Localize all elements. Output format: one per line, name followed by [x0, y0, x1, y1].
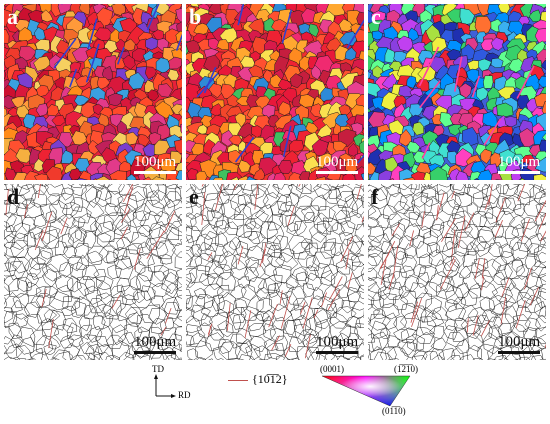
ipf-color-key: (0001) (1̅2̅1̅0) (01̅1̅0): [318, 362, 418, 418]
panel-label-d: d: [7, 184, 20, 209]
twin-boundary-swatch: [228, 380, 248, 381]
scale-bar-e: 100μm: [316, 334, 358, 354]
ipf-triangle: [321, 375, 411, 407]
panel-label-f: f: [371, 184, 379, 209]
scale-bar-label-a: 100μm: [134, 154, 177, 170]
ebsd-panel-a: a 100μm: [4, 4, 182, 180]
ipf-label-0001: (0001): [320, 364, 344, 374]
ipf-map-a: [4, 4, 182, 180]
scale-bar-f: 100μm: [498, 334, 540, 354]
scale-bar-label-f: 100μm: [498, 334, 541, 350]
ebsd-panel-e: e 100μm: [186, 184, 364, 360]
scale-bar-label-b: 100μm: [316, 154, 359, 170]
ebsd-panel-b: b 100μm: [186, 4, 364, 180]
ebsd-panel-d: d 100μm: [4, 184, 182, 360]
ipf-map-b: [186, 4, 364, 180]
panel-label-c: c: [371, 4, 381, 29]
td-axis-label: TD: [152, 364, 164, 374]
ebsd-panel-c: c 100μm: [368, 4, 546, 180]
boundary-map-e: [186, 184, 364, 360]
axes-arrows-icon: [154, 374, 176, 398]
panel-label-b: b: [189, 4, 202, 29]
sample-axes-legend: TD RD: [152, 364, 212, 404]
ebsd-panel-f: f 100μm: [368, 184, 546, 360]
scale-bar-label-d: 100μm: [134, 334, 177, 350]
panel-label-e: e: [189, 184, 199, 209]
boundary-map-f: [368, 184, 546, 360]
scale-bar-c: 100μm: [498, 154, 540, 174]
scale-bar-b: 100μm: [316, 154, 358, 174]
ipf-label-0110: (01̅1̅0): [382, 406, 406, 416]
twin-boundary-label: {10̅1̅2}: [252, 372, 288, 386]
scale-bar-a: 100μm: [134, 154, 176, 174]
scale-bar-label-e: 100μm: [316, 334, 359, 350]
rd-axis-label: RD: [178, 390, 191, 400]
twin-boundary-legend: {10̅1̅2}: [222, 370, 312, 390]
panel-label-a: a: [7, 4, 18, 29]
scale-bar-label-c: 100μm: [498, 154, 541, 170]
boundary-map-d: [4, 184, 182, 360]
scale-bar-d: 100μm: [134, 334, 176, 354]
ipf-label-1210: (1̅2̅1̅0): [394, 364, 418, 374]
